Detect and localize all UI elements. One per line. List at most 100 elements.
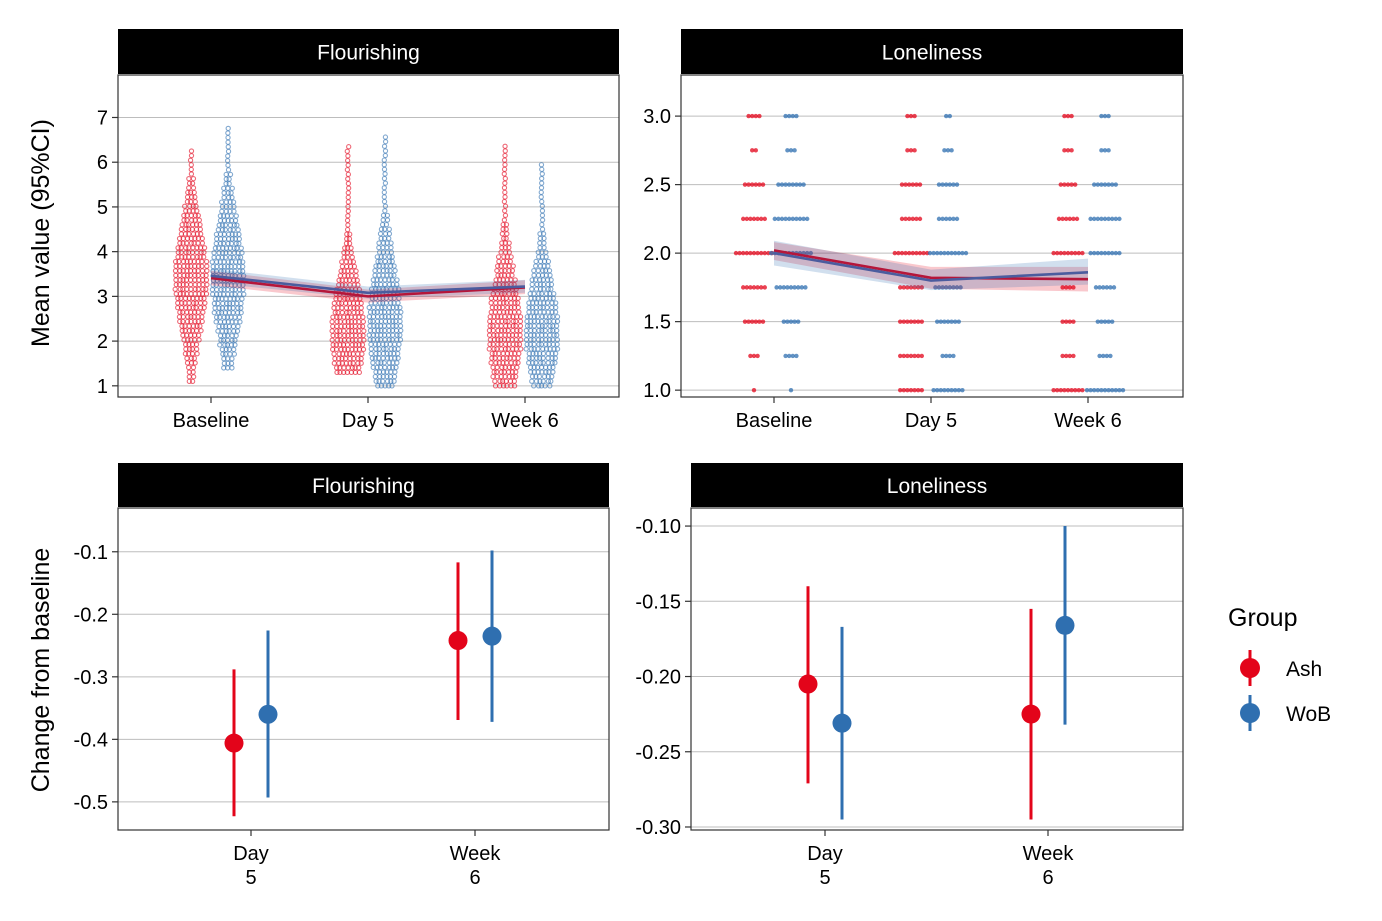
data-point (372, 268, 378, 274)
data-point (529, 277, 535, 283)
data-point (1095, 387, 1101, 393)
x-tick-label: 6 (469, 867, 480, 889)
data-point (546, 268, 553, 274)
data-point (916, 285, 921, 290)
data-point (366, 304, 372, 311)
data-point (229, 356, 235, 362)
data-point (344, 314, 351, 320)
data-point (195, 332, 202, 338)
data-point (548, 277, 554, 283)
data-point (746, 319, 751, 324)
data-point (225, 125, 231, 132)
data-point (1084, 387, 1090, 393)
data-point (762, 285, 767, 290)
data-point (490, 373, 496, 380)
data-point (502, 212, 509, 219)
data-point (188, 281, 194, 288)
data-point (914, 250, 919, 256)
data-point (498, 341, 504, 348)
y-tick-label: -0.20 (635, 667, 681, 689)
data-point (386, 226, 392, 232)
data-point (790, 182, 795, 187)
data-point (502, 152, 508, 159)
data-point (191, 355, 197, 361)
data-point (1106, 113, 1111, 119)
data-point (945, 148, 951, 153)
data-point (344, 245, 351, 251)
data-point (539, 203, 545, 209)
data-point (501, 254, 507, 260)
data-point (938, 319, 943, 324)
x-tick-label: Day (233, 843, 269, 865)
data-point (956, 250, 961, 256)
data-point (381, 185, 387, 191)
data-point (949, 148, 954, 153)
data-point (388, 240, 394, 246)
data-point (503, 300, 510, 306)
data-point (935, 319, 940, 324)
data-point (746, 182, 751, 187)
data-point (899, 216, 905, 222)
data-point (331, 351, 337, 357)
data-point (518, 346, 524, 352)
data-point (1088, 216, 1093, 222)
data-point (538, 291, 545, 297)
data-point (1060, 353, 1065, 359)
data-point (504, 277, 510, 283)
data-point (945, 387, 951, 393)
data-point (908, 113, 914, 119)
data-point (234, 245, 240, 251)
data-point (917, 182, 923, 187)
data-point (386, 254, 393, 260)
data-point (173, 277, 179, 283)
data-point (337, 273, 344, 279)
y-tick-label: -0.1 (74, 542, 108, 564)
data-point (381, 175, 388, 182)
data-point (391, 263, 397, 269)
data-point (501, 198, 508, 205)
data-point (382, 152, 388, 159)
data-point (231, 351, 238, 357)
data-point (345, 180, 352, 187)
data-point (1051, 250, 1056, 256)
data-point (338, 268, 344, 274)
data-point (748, 285, 753, 290)
data-point (213, 319, 219, 325)
data-point (1095, 182, 1101, 187)
data-point (190, 323, 197, 329)
data-point (394, 277, 400, 283)
data-point (508, 254, 514, 260)
data-point (549, 350, 555, 357)
data-point (499, 364, 505, 371)
data-point (506, 364, 513, 371)
data-point (342, 245, 348, 251)
data-point (1097, 353, 1102, 359)
data-point (1064, 285, 1069, 290)
data-point (908, 387, 914, 393)
data-point (501, 166, 508, 172)
data-point (178, 295, 184, 302)
data-point (540, 231, 547, 237)
data-point (343, 277, 349, 283)
data-point (227, 254, 234, 261)
data-point (546, 364, 553, 371)
data-point (508, 350, 514, 357)
data-point (194, 295, 200, 302)
data-point (787, 353, 792, 359)
y-tick-label: 6 (97, 152, 108, 174)
data-point (497, 378, 503, 384)
data-point (204, 263, 210, 269)
data-point (199, 258, 205, 265)
panel-border (690, 507, 1184, 831)
data-point (760, 182, 766, 187)
data-point (1101, 285, 1106, 290)
data-point (211, 310, 217, 316)
y-tick-label: -0.10 (635, 516, 681, 538)
data-point (499, 240, 505, 246)
data-point (1108, 353, 1113, 359)
data-point (389, 254, 395, 260)
x-tick-label: Day 5 (342, 410, 394, 432)
data-point (188, 162, 194, 168)
data-point (505, 318, 511, 324)
data-point (386, 360, 392, 366)
